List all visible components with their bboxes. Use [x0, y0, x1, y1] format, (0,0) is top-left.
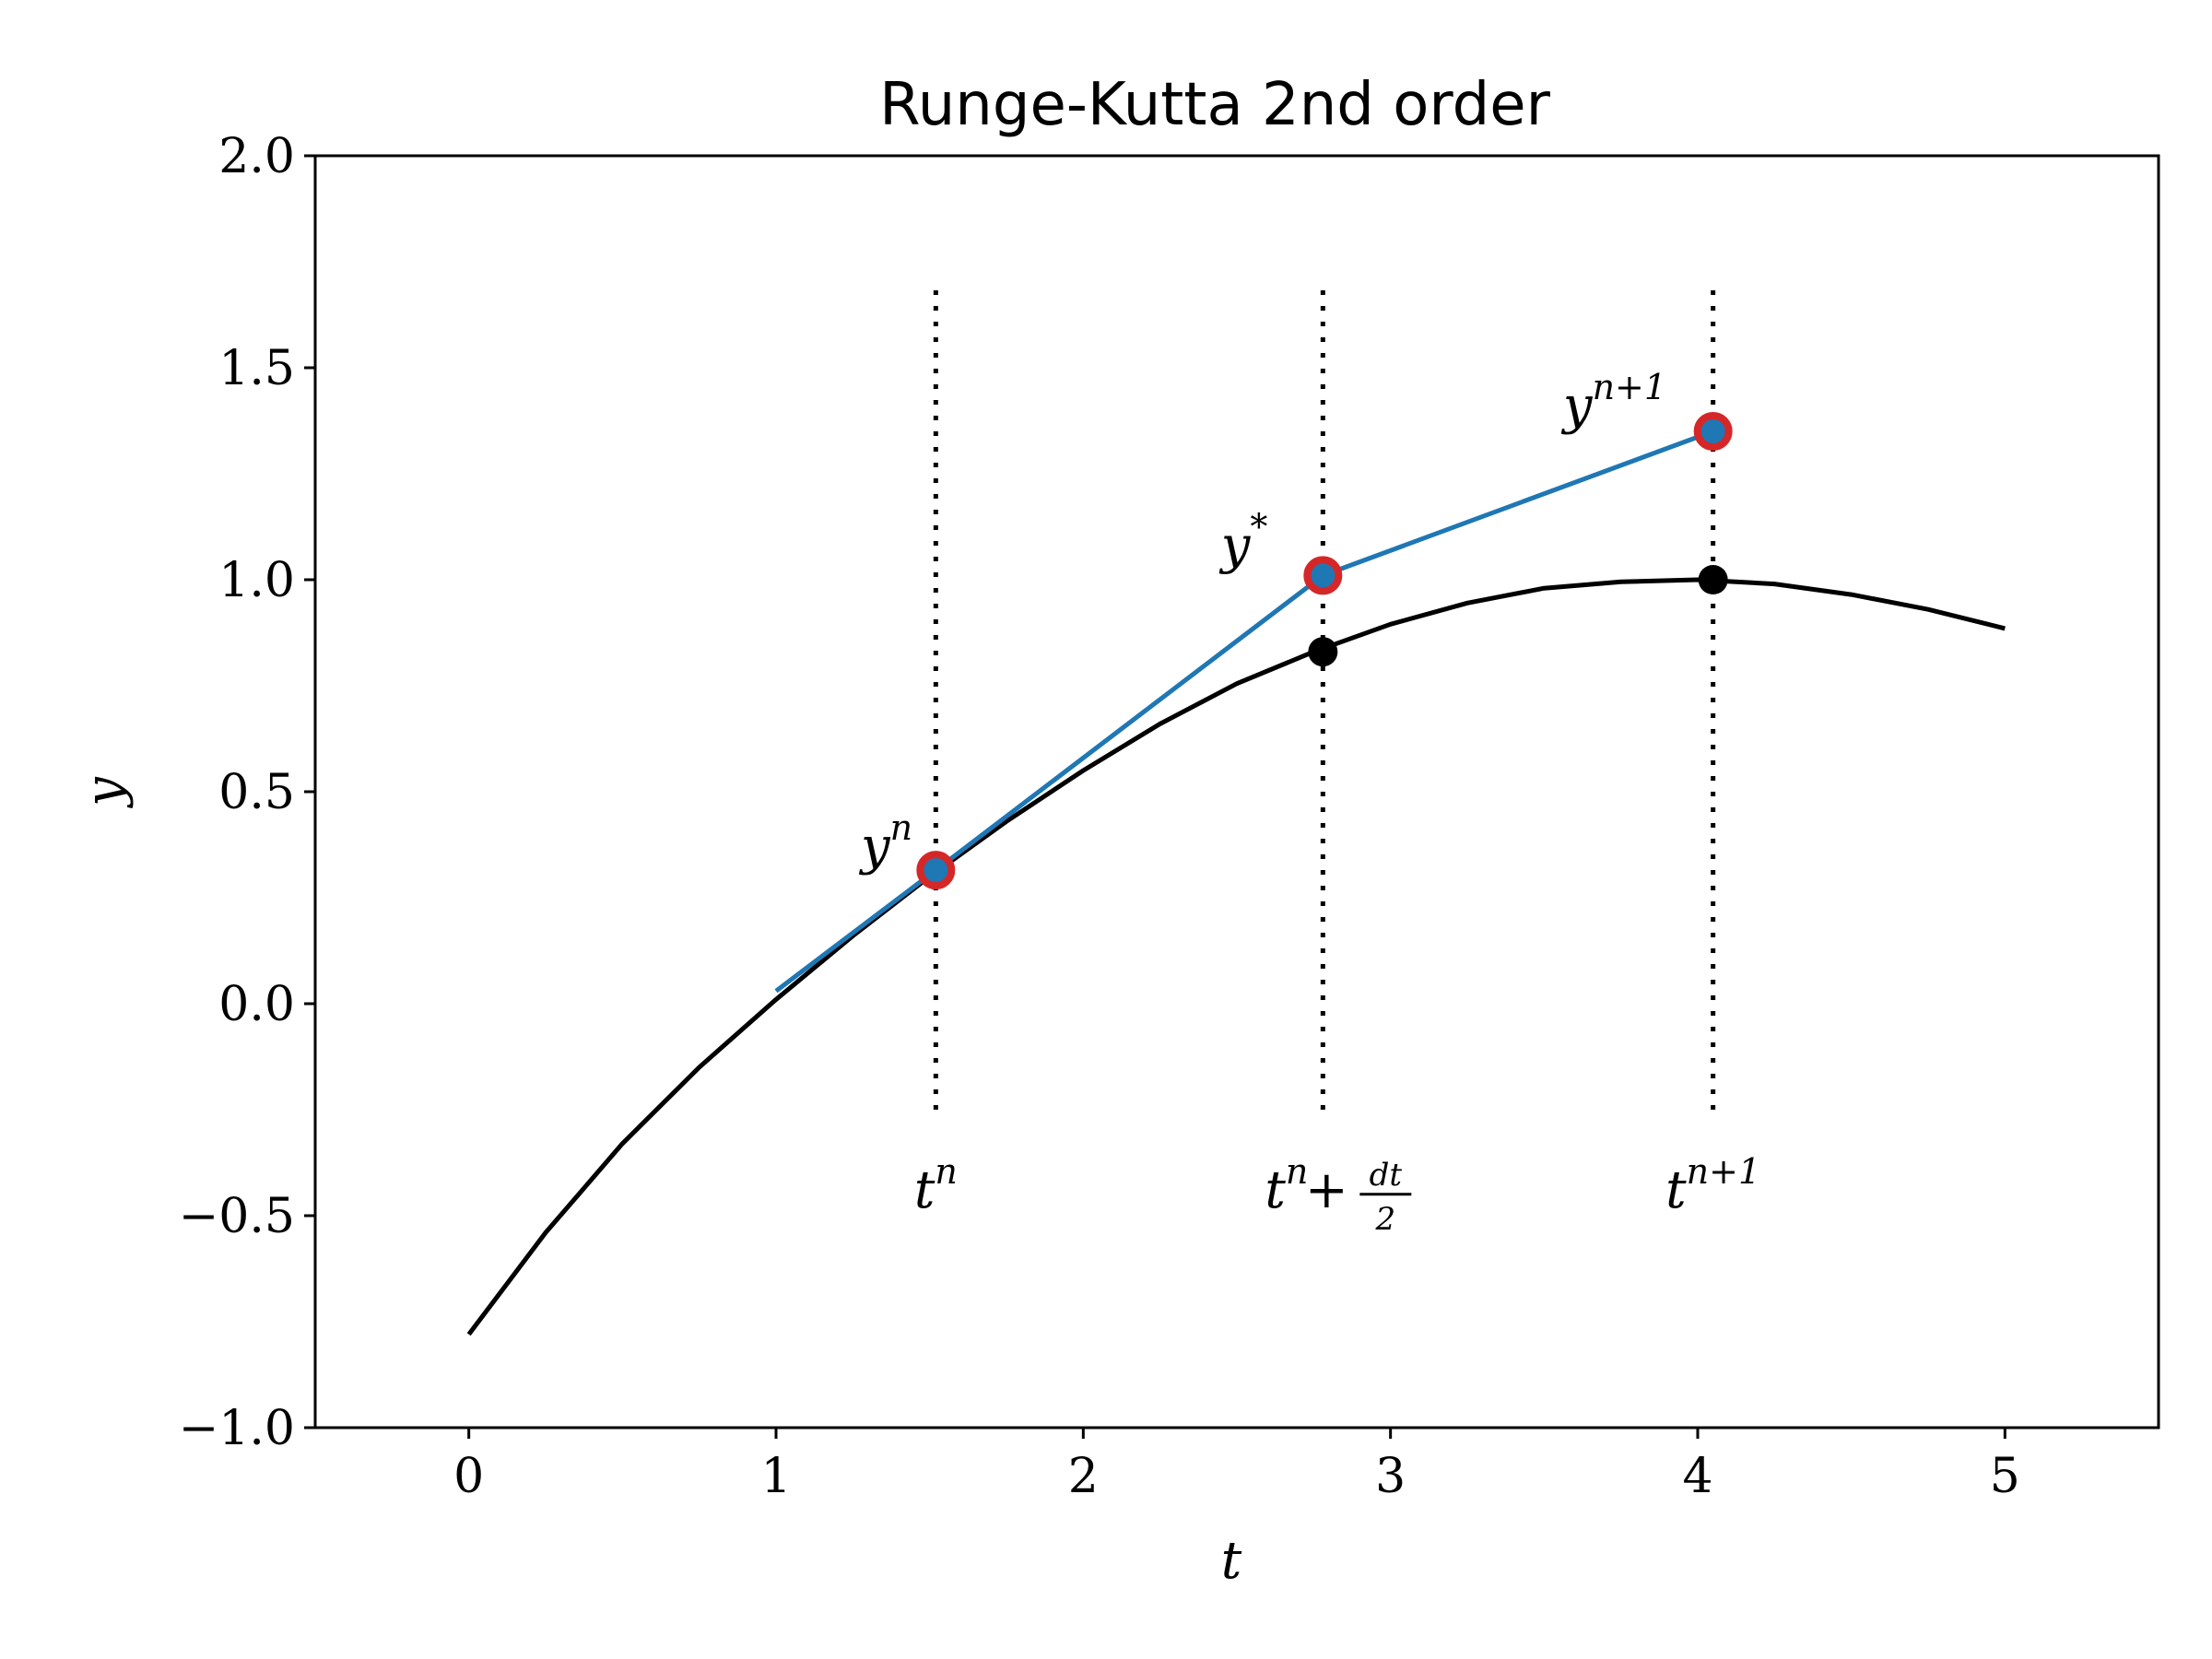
x-axis: 0 1 2 3 4 5 [453, 1428, 2020, 1504]
y-tick-label: −0.5 [179, 1189, 295, 1244]
x-axis-label: t [1221, 1531, 1242, 1591]
y-tick-label: 0.0 [218, 977, 295, 1032]
annotation-tmid-denominator: 2 [1375, 1201, 1396, 1238]
annotation-tmid-plus: + [1305, 1160, 1348, 1220]
y-tick-label: −1.0 [179, 1401, 295, 1456]
x-tick-label: 3 [1375, 1449, 1406, 1504]
rk2-point-marker [1303, 556, 1343, 595]
x-tick-label: 5 [1990, 1449, 2020, 1504]
x-tick-label: 1 [760, 1449, 791, 1504]
y-tick-label: 1.0 [218, 553, 295, 608]
annotation-tn: tn [914, 1151, 958, 1220]
y-tick-label: 1.5 [218, 341, 295, 396]
exact-value-marker [1698, 565, 1728, 594]
exact-value-marker [1308, 637, 1338, 667]
y-tick-label: 0.5 [218, 765, 295, 820]
y-axis-label: y [75, 776, 135, 809]
annotation-tmid-numerator: dt [1370, 1157, 1403, 1194]
rk2-step-line [774, 429, 1714, 994]
annotation-tmid: tn [1265, 1151, 1308, 1220]
y-axis: −1.0 −0.5 0.0 0.5 1.0 1.5 2.0 [179, 129, 315, 1456]
annotation-ynp1: yn+1 [1560, 367, 1666, 436]
rk2-point-marker [1693, 412, 1733, 451]
rk2-point-marker [916, 851, 956, 890]
x-tick-label: 2 [1068, 1449, 1099, 1504]
chart-title: Runge-Kutta 2nd order [879, 71, 1551, 139]
y-tick-label: 2.0 [218, 129, 295, 184]
annotation-ystar: y* [1218, 507, 1268, 576]
x-tick-label: 4 [1682, 1449, 1712, 1504]
plot-area: yny*yn+1tn tn+1tn+ dt2 [466, 283, 2006, 1336]
exact-solution-line [466, 577, 2006, 1336]
annotation-tnp1: tn+1 [1665, 1151, 1760, 1220]
axes-frame [313, 154, 2160, 1430]
x-tick-label: 0 [453, 1449, 484, 1504]
annotation-yn: yn [858, 807, 912, 877]
